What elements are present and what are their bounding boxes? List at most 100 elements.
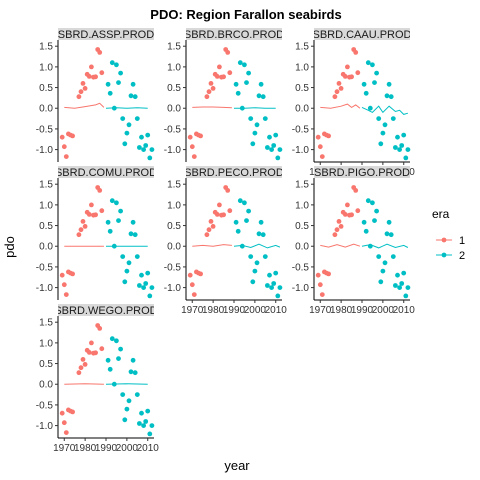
x-tick-label: 1970 [309, 305, 332, 316]
facet-panel: SBRD.BRCO.PROD -1.0 -0.5 0.0 0.5 1.0 1.5 [164, 28, 284, 162]
y-tick-label: -1.0 [36, 283, 54, 294]
legend-key-point [441, 252, 447, 258]
data-point [317, 144, 323, 150]
data-point [63, 430, 69, 435]
data-point [390, 254, 396, 259]
data-point [345, 64, 350, 70]
data-point [70, 409, 75, 415]
fit-line-era-2 [361, 105, 409, 115]
data-point [269, 147, 274, 153]
data-point [70, 133, 75, 139]
data-point [89, 64, 94, 70]
data-point [122, 279, 128, 285]
data-point [363, 228, 369, 234]
facet-strip [58, 304, 154, 316]
fit-line-era-1 [64, 102, 105, 109]
data-point [317, 282, 323, 288]
y-tick-label: 1.5 [295, 42, 309, 53]
data-point [120, 116, 126, 121]
data-point [143, 281, 149, 286]
data-point [336, 219, 342, 224]
data-point [214, 212, 220, 217]
y-tick-label: -0.5 [36, 262, 54, 273]
y-tick-label: -0.5 [164, 262, 182, 273]
facet-strip-label: SBRD.BRCO.PROD [184, 29, 284, 41]
data-point [63, 154, 69, 160]
data-point [246, 70, 252, 76]
data-point [143, 143, 149, 148]
data-point [93, 212, 98, 218]
facet-panels: SBRD.ASSP.PROD-1.0-0.50.00.51.01.5SBRD.B… [36, 28, 416, 454]
y-tick-label: 0.0 [39, 242, 53, 253]
data-point [372, 80, 377, 85]
data-point [252, 130, 258, 136]
facet-strip-label: SBRD.CAAU.PROD [312, 29, 411, 41]
data-point [114, 200, 119, 206]
data-point [393, 145, 398, 150]
data-point [332, 94, 338, 100]
data-point [208, 81, 214, 86]
x-tick-label: 1970 [53, 443, 76, 454]
data-point [198, 271, 204, 277]
x-tick-label: 2000 [372, 305, 395, 316]
data-point [147, 431, 153, 437]
x-tick-label: 2010 [393, 305, 416, 316]
data-point [61, 420, 67, 426]
data-point [260, 94, 266, 100]
data-point [198, 133, 204, 139]
data-point [237, 198, 243, 204]
y-tick-label: -0.5 [36, 400, 54, 411]
data-point [336, 81, 342, 86]
data-point [345, 202, 350, 208]
data-point [390, 116, 396, 121]
data-point [147, 155, 153, 161]
x-tick-label: 1990 [223, 305, 246, 316]
data-point [399, 281, 405, 286]
y-tick-label: 0.0 [295, 104, 309, 115]
y-tick-label: 0.0 [39, 104, 53, 115]
data-point [206, 89, 212, 95]
data-point [120, 254, 126, 259]
y-tick-label: 1.0 [39, 62, 53, 73]
y-tick-label: 1.0 [295, 200, 309, 211]
data-point [137, 145, 142, 150]
data-point [277, 285, 283, 290]
data-point [187, 134, 193, 140]
data-point [217, 64, 222, 70]
data-point [189, 144, 195, 150]
data-point [149, 285, 155, 290]
data-point [130, 219, 136, 225]
data-point [275, 293, 281, 299]
x-axis-title: year [224, 458, 250, 473]
data-point [99, 70, 105, 76]
y-tick-label: 0.5 [295, 221, 309, 232]
y-axis-title: pdo [2, 236, 17, 258]
data-point [262, 116, 268, 121]
data-point [76, 370, 82, 376]
y-tick-label: 0.5 [39, 359, 53, 370]
x-tick-label: 2010 [265, 305, 288, 316]
data-point [204, 94, 210, 100]
data-point [221, 74, 227, 80]
data-point [116, 218, 121, 224]
data-point [109, 198, 115, 204]
y-tick-label: 1.5 [167, 180, 181, 191]
data-point [109, 336, 115, 342]
data-point [353, 50, 359, 55]
data-point [262, 254, 268, 259]
data-point [370, 200, 375, 206]
data-point [141, 423, 147, 428]
data-point [116, 80, 121, 85]
data-point [107, 90, 113, 96]
data-point [372, 218, 377, 224]
data-point [273, 132, 279, 138]
data-point [105, 357, 111, 363]
y-tick-label: 0.5 [295, 83, 309, 94]
data-point [269, 285, 274, 290]
data-point [59, 272, 65, 278]
data-point [326, 271, 331, 277]
data-point [59, 410, 65, 416]
facet-strip-label: SBRD.COMU.PROD [55, 167, 157, 179]
data-point [124, 130, 130, 136]
